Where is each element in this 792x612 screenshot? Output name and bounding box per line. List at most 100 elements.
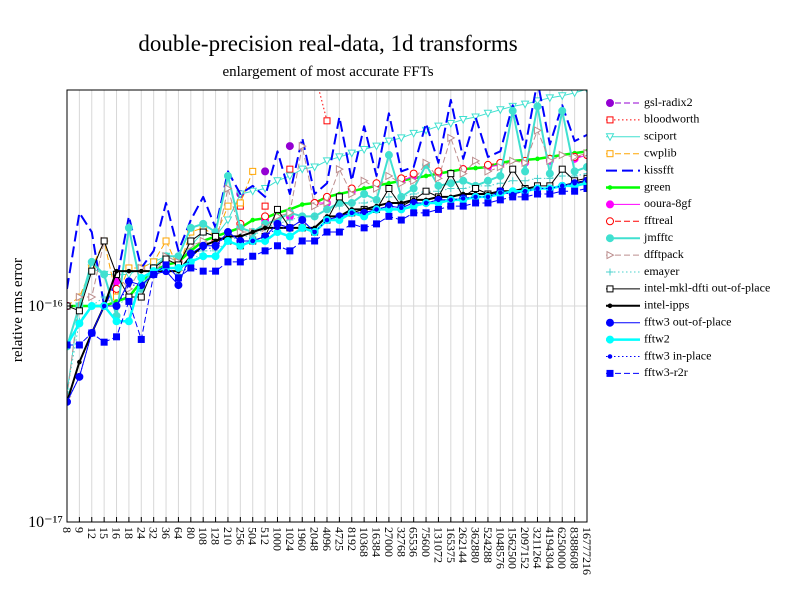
marker — [385, 212, 393, 220]
x-tick-label: 210 — [221, 527, 235, 545]
marker — [77, 359, 82, 365]
marker — [521, 177, 529, 185]
marker — [509, 165, 517, 173]
marker — [558, 187, 566, 195]
x-tick-label: 128 — [209, 527, 223, 545]
marker — [162, 261, 170, 269]
marker — [397, 193, 405, 201]
marker — [335, 202, 343, 210]
marker — [323, 228, 331, 236]
marker — [496, 162, 505, 172]
marker — [174, 274, 182, 282]
marker — [286, 247, 294, 255]
marker — [138, 282, 144, 288]
marker — [373, 220, 381, 228]
x-tick-label: 504 — [246, 527, 260, 545]
marker — [349, 210, 355, 216]
x-tick-label: 16384 — [370, 527, 384, 557]
marker — [101, 303, 107, 309]
marker — [607, 185, 613, 190]
marker — [114, 268, 119, 274]
chart-subtitle: enlargement of most accurate FFTs — [222, 64, 433, 80]
marker — [199, 252, 208, 261]
marker — [361, 186, 367, 191]
marker — [473, 165, 478, 171]
marker — [606, 234, 614, 243]
marker — [535, 156, 540, 162]
marker — [299, 202, 305, 207]
marker — [386, 203, 392, 209]
marker — [176, 282, 181, 288]
legend-label: fftreal — [644, 213, 674, 227]
marker — [460, 196, 466, 201]
marker — [212, 232, 220, 240]
marker — [422, 209, 430, 217]
marker — [458, 116, 468, 125]
legend-label: dfftpack — [644, 247, 684, 261]
marker — [286, 208, 295, 218]
marker — [533, 97, 542, 106]
marker — [88, 267, 96, 275]
x-tick-label: 10368 — [357, 527, 371, 557]
marker — [199, 228, 207, 236]
marker — [360, 176, 369, 186]
marker — [323, 198, 332, 208]
marker — [238, 238, 243, 244]
x-tick-label: 16777216 — [580, 527, 594, 575]
marker — [359, 146, 369, 155]
x-tick-label: 512 — [258, 527, 272, 545]
marker — [211, 252, 220, 261]
marker — [496, 171, 505, 180]
marker — [87, 302, 96, 310]
marker — [409, 129, 419, 138]
legend-label: fftw3 in-place — [644, 348, 711, 362]
marker — [572, 180, 577, 186]
marker — [348, 220, 356, 228]
marker — [360, 190, 369, 199]
x-tick-label: 165375 — [444, 527, 458, 563]
series-line — [314, 154, 587, 204]
marker — [285, 232, 294, 241]
marker — [88, 292, 97, 302]
marker — [533, 102, 542, 111]
marker — [236, 258, 244, 266]
marker — [447, 202, 455, 210]
y-tick-label: 10⁻¹⁶ — [28, 298, 63, 315]
x-tick-label: 2048 — [308, 527, 322, 551]
marker — [150, 270, 158, 278]
marker — [248, 187, 258, 196]
marker — [558, 106, 567, 115]
marker — [384, 137, 394, 146]
marker — [212, 267, 220, 275]
marker — [100, 270, 109, 279]
marker — [386, 180, 392, 186]
marker — [126, 282, 132, 288]
marker — [372, 142, 381, 151]
x-tick-label: 36 — [159, 527, 173, 539]
marker — [188, 253, 194, 259]
marker — [583, 184, 587, 192]
marker — [397, 216, 405, 224]
marker — [261, 247, 269, 255]
marker — [447, 184, 455, 192]
marker — [606, 268, 614, 276]
x-tick-label: 32768 — [394, 527, 408, 557]
legend-label: intel-ipps — [644, 298, 690, 312]
x-tick-label: 64 — [171, 527, 185, 539]
marker — [297, 165, 307, 174]
marker — [483, 109, 493, 118]
marker — [521, 193, 529, 201]
marker — [200, 245, 206, 251]
marker — [472, 156, 481, 166]
marker — [545, 94, 555, 103]
marker — [335, 228, 343, 236]
marker — [606, 285, 614, 293]
marker — [485, 194, 491, 200]
x-tick-label: 80 — [184, 527, 198, 539]
x-tick-label: 15 — [97, 527, 111, 539]
marker — [75, 307, 83, 315]
marker — [298, 223, 307, 232]
marker — [224, 258, 232, 266]
x-tick-label: 16 — [110, 527, 124, 539]
marker — [521, 167, 530, 176]
